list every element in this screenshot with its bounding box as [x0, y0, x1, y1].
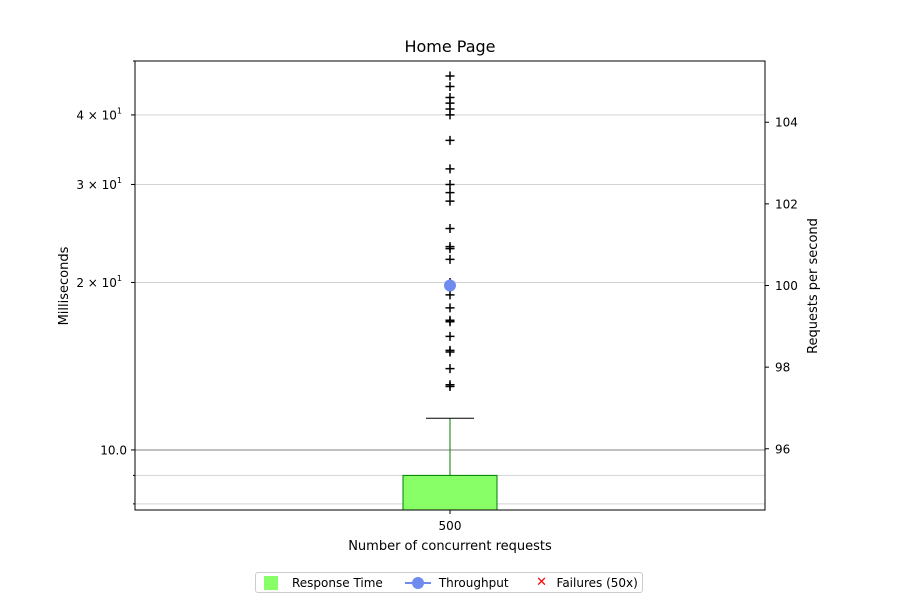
outlier-point	[445, 290, 455, 300]
right-tick-label: 96	[775, 442, 790, 456]
outlier-point	[445, 135, 455, 145]
outlier-point	[445, 224, 455, 234]
throughput-layer	[444, 279, 456, 292]
chart-title: Home Page	[404, 37, 495, 56]
red-x-icon: ✕	[536, 574, 547, 590]
green-square-icon	[264, 575, 278, 590]
left-axis-label: Milliseconds	[57, 246, 72, 325]
legend-item-failures: ✕ Failures (50x)	[535, 574, 638, 590]
x-axis: 500	[439, 510, 462, 533]
flier-layer	[445, 71, 455, 392]
outlier-point	[445, 345, 455, 355]
outlier-point	[445, 380, 455, 390]
legend-label: Response Time	[292, 575, 383, 590]
x-tick-label: 500	[439, 519, 462, 533]
outlier-point	[445, 81, 455, 91]
legend: Response Time Throughput ✕ Failures (50x…	[255, 572, 643, 593]
outlier-point	[445, 71, 455, 81]
left-tick-label: 2 × 101	[76, 274, 122, 290]
right-tick-label: 100	[775, 279, 798, 293]
outlier-point	[445, 303, 455, 313]
throughput-point	[444, 279, 456, 292]
right-axis-label: Requests per second	[806, 218, 821, 354]
outlier-point	[445, 188, 455, 198]
response-time-box	[402, 474, 498, 511]
legend-label: Throughput	[438, 575, 509, 590]
left-axis: 10.0 2 × 101 3 × 101 4 × 101	[76, 60, 135, 505]
outlier-point	[445, 331, 455, 341]
outlier-point	[445, 164, 455, 174]
right-tick-label: 102	[775, 197, 798, 211]
legend-label: Failures (50x)	[556, 575, 638, 590]
right-tick-label: 104	[775, 116, 798, 130]
outlier-point	[445, 254, 455, 264]
right-tick-label: 98	[775, 361, 790, 375]
right-axis: 96 98 100 102 104	[765, 116, 798, 456]
left-tick-label: 10.0	[100, 443, 127, 457]
outlier-point	[445, 315, 455, 325]
outlier-point	[445, 196, 455, 206]
outlier-point	[445, 92, 455, 102]
outlier-point	[445, 242, 455, 252]
box-layer	[402, 417, 498, 511]
line-marker-icon	[404, 576, 431, 590]
x-axis-label: Number of concurrent requests	[348, 539, 552, 554]
legend-item-response-time: Response Time	[264, 575, 383, 590]
legend-item-throughput: Throughput	[404, 575, 509, 590]
outlier-point	[445, 179, 455, 189]
left-tick-label: 4 × 101	[76, 106, 122, 122]
outlier-point	[445, 364, 455, 374]
left-tick-label: 3 × 101	[76, 176, 122, 192]
